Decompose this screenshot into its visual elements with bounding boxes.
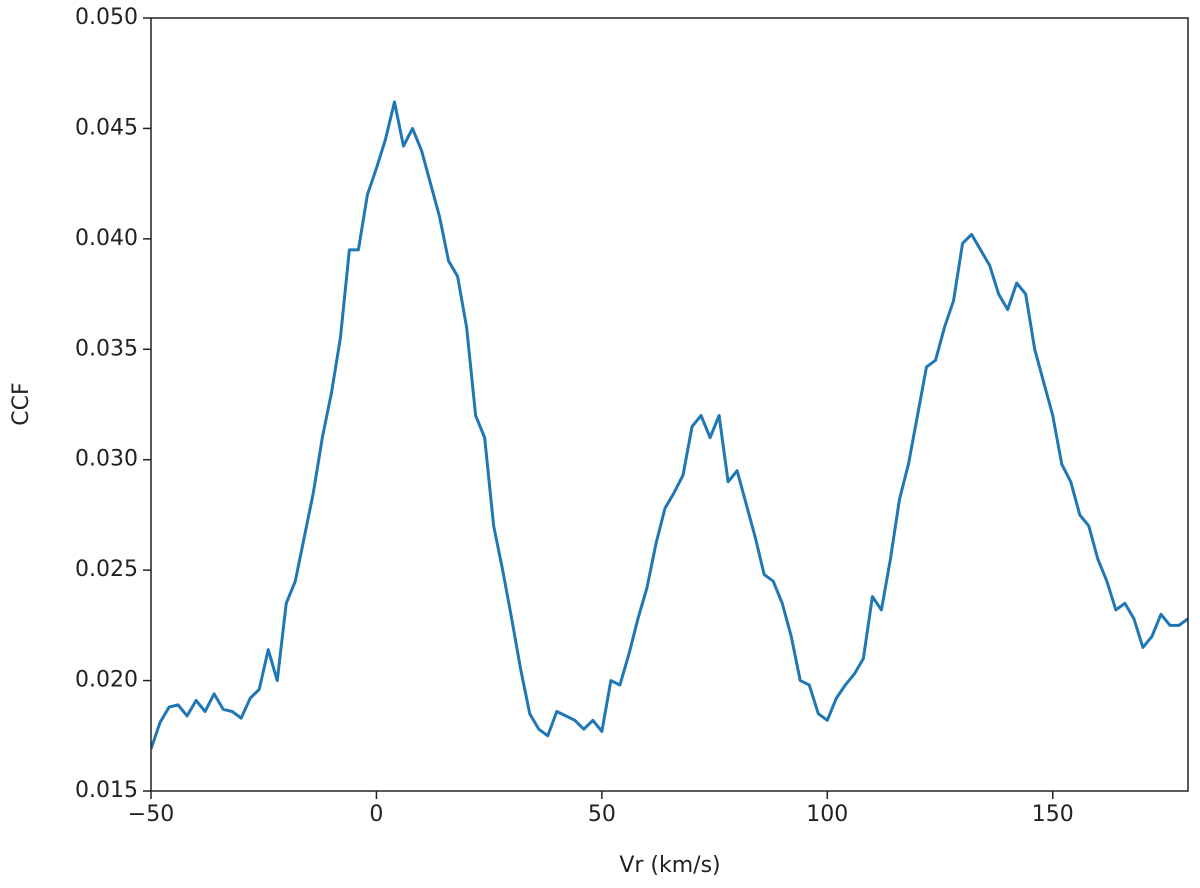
x-tick-label: 150 (1032, 802, 1074, 827)
plot-frame (150, 17, 1189, 792)
x-tick-label: 0 (369, 802, 383, 827)
y-axis-label: CCF (9, 382, 34, 425)
y-tick-label: 0.035 (75, 336, 138, 361)
y-tick-label: 0.045 (75, 115, 138, 140)
x-tick-label: 50 (588, 802, 616, 827)
x-axis-label: Vr (km/s) (619, 853, 720, 878)
y-tick-label: 0.030 (75, 447, 138, 472)
data-line (151, 100, 1188, 750)
x-tick-label: −50 (128, 802, 174, 827)
y-tick-label: 0.020 (75, 668, 138, 693)
y-tick-label: 0.025 (75, 557, 138, 582)
y-tick-label: 0.040 (75, 226, 138, 251)
y-tick-label: 0.050 (75, 5, 138, 30)
y-tick-label: 0.015 (75, 778, 138, 803)
x-tick-label: 100 (806, 802, 848, 827)
